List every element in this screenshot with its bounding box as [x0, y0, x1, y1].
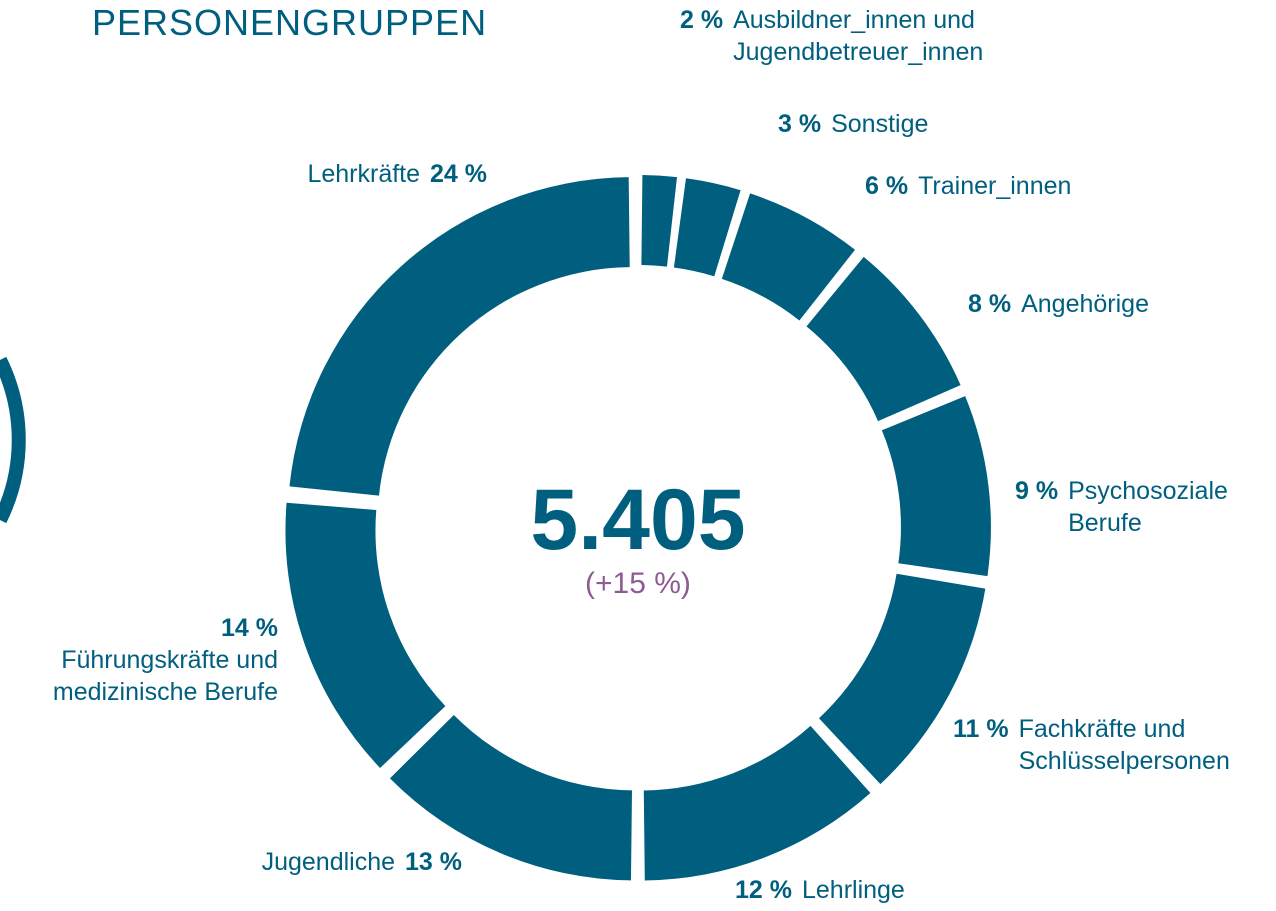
segment-label: 3 % Sonstige — [778, 108, 928, 140]
donut-segment — [641, 175, 678, 267]
percent-label: 8 % — [968, 290, 1012, 318]
percent-label: 13 % — [405, 848, 462, 876]
category-label: Lehrkräfte — [307, 160, 421, 188]
percent-label: 24 % — [430, 160, 487, 188]
percent-label: 14 % — [221, 614, 278, 642]
donut-segment — [721, 193, 856, 321]
segment-label: Jugendliche 13 % — [262, 846, 462, 878]
category-label: Führungskräfte und medizinische Berufe — [52, 646, 278, 706]
category-label: Lehrlinge — [801, 876, 905, 904]
percent-label: 11 % — [953, 715, 1009, 743]
category-label: Trainer_innen — [918, 172, 1072, 200]
donut-segment — [389, 714, 632, 881]
decor-arc — [0, 356, 26, 524]
donut-segment — [285, 502, 446, 768]
segment-label: 2 % Ausbildner_innen und Jugendbetreuer_i… — [680, 4, 1033, 68]
chart-title: PERSONENGRUPPEN — [92, 2, 488, 43]
segment-label: 12 % Lehrlinge — [735, 874, 905, 906]
percent-label: 3 % — [778, 110, 822, 138]
category-label: Sonstige — [831, 110, 929, 138]
percent-label: 9 % — [1015, 477, 1059, 505]
category-label: Ausbildner_innen und Jugendbetreuer_inne… — [733, 6, 984, 66]
category-label: Angehörige — [1021, 290, 1149, 318]
category-label: Fachkräfte und Schlüsselpersonen — [1018, 715, 1230, 775]
donut-segment — [643, 725, 871, 881]
segment-label: 14 % Führungskräfte und medizinische Beru… — [8, 612, 278, 708]
segment-label: 9 % Psychosoziale Berufe — [1015, 475, 1228, 539]
segment-label: 8 % Angehörige — [968, 288, 1149, 320]
donut-segment — [673, 178, 741, 277]
donut-segment — [881, 396, 991, 577]
segment-label: 6 % Trainer_innen — [865, 170, 1071, 202]
center-change: (+15 %) — [585, 567, 691, 600]
percent-label: 12 % — [735, 876, 792, 904]
donut-segment — [818, 573, 986, 785]
percent-label: 2 % — [680, 6, 724, 34]
percent-label: 6 % — [865, 172, 909, 200]
donut-segment — [806, 256, 961, 422]
donut-segment — [289, 177, 630, 496]
category-label: Psychosoziale Berufe — [1068, 477, 1228, 537]
center-value: 5.405 — [530, 472, 746, 568]
segment-label: 11 % Fachkräfte und Schlüsselpersonen — [953, 713, 1276, 777]
category-label: Jugendliche — [261, 848, 396, 876]
segment-label: Lehrkräfte 24 % — [307, 158, 487, 190]
